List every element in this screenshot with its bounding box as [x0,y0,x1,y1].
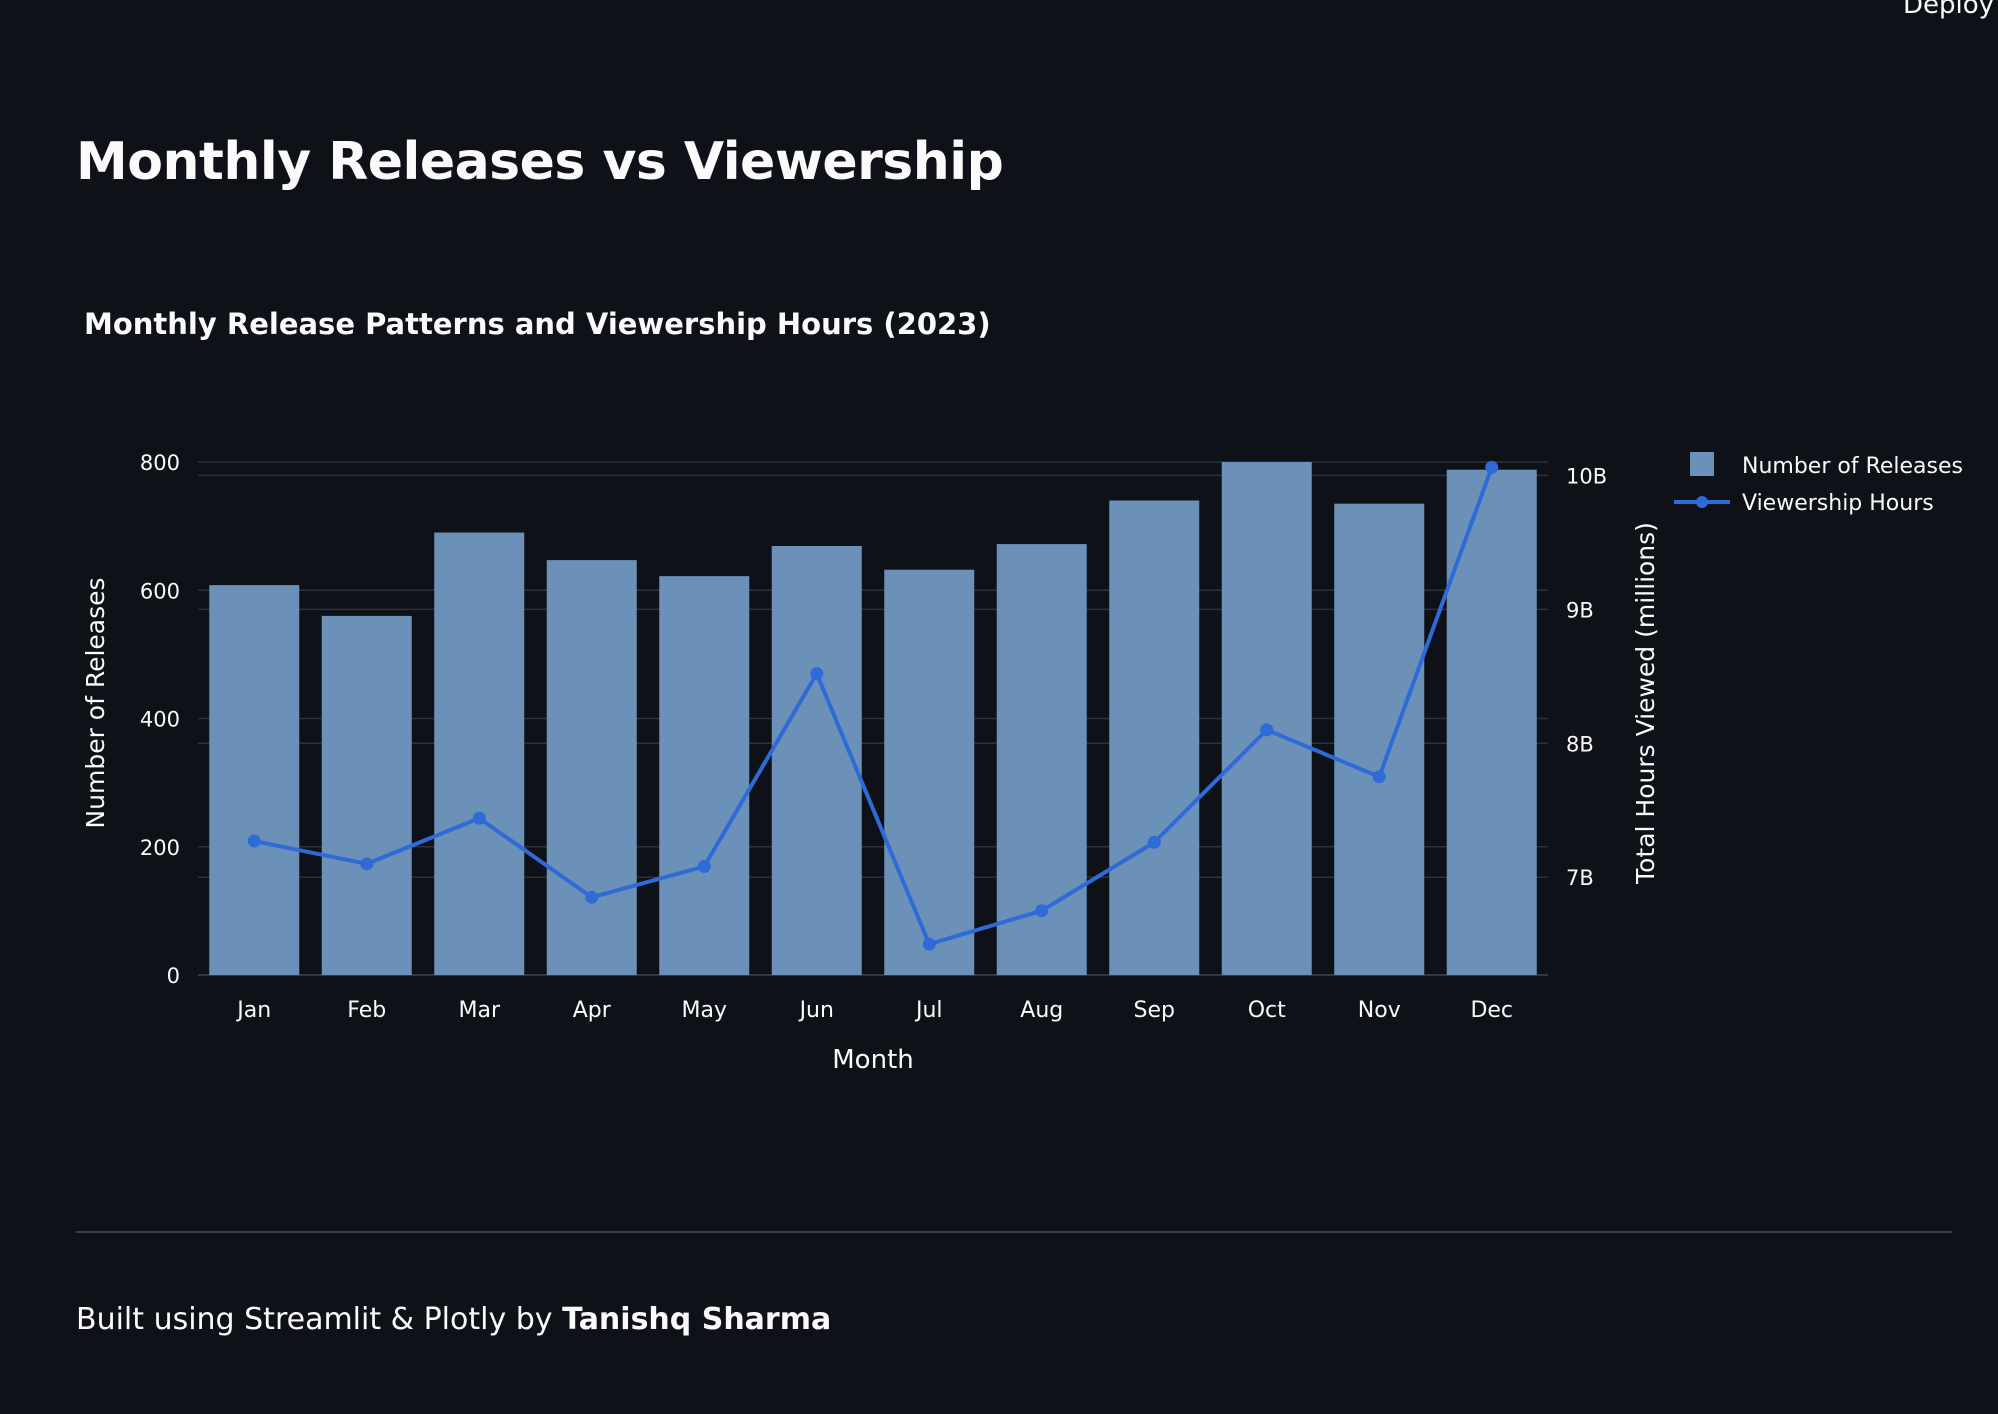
line-point [472,811,486,825]
line-point [1485,460,1499,474]
x-tick-label: Dec [1470,998,1513,1023]
x-tick-label: Jan [235,998,271,1023]
line-point [810,667,824,681]
bar [884,569,975,975]
legend: Number of Releases Viewership Hours [1674,452,1963,516]
legend-swatch-bar [1690,452,1714,476]
y2-tick-label: 7B [1566,866,1594,890]
bar [1221,462,1312,975]
line-point [1260,723,1274,737]
line-point [1147,835,1161,849]
y-tick-label: 800 [140,451,180,475]
line-point [585,890,599,904]
bar [1109,500,1200,975]
footer-prefix: Built using Streamlit & Plotly by [76,1302,563,1337]
line-series [247,460,1499,951]
deploy-button[interactable]: Deploy [1903,0,1998,20]
x-tick-label: Apr [573,998,612,1023]
axes: 0 200 400 600 800 7B 8B 9B 10B Jan Feb Mar Apr May Jun… [140,451,1607,1023]
bar [209,585,300,975]
bar [771,546,862,975]
footer: Built using Streamlit & Plotly by Tanish… [76,1302,831,1337]
line-point [1372,770,1386,784]
page-title: Monthly Releases vs Viewership [76,132,1004,192]
legend-swatch-marker [1696,496,1708,508]
line-point [247,834,261,848]
legend-label: Viewership Hours [1742,491,1934,516]
bar [434,532,525,975]
y-tick-label: 600 [140,579,180,603]
bar [546,560,637,975]
x-tick-label: Oct [1248,998,1286,1023]
x-tick-label: Feb [347,998,386,1023]
divider [76,1231,1952,1233]
line-point [1035,904,1049,918]
x-tick-label: Mar [458,998,500,1023]
line-point [360,857,374,871]
bar [996,544,1087,975]
bar [1334,503,1425,975]
x-tick-label: Nov [1358,998,1401,1023]
x-tick-label: May [682,998,727,1023]
y2-tick-label: 8B [1566,732,1594,756]
chart: 0 200 400 600 800 7B 8B 9B 10B Jan Feb Mar Apr May Jun… [81,307,1963,1075]
line-point [922,937,936,951]
x-tick-label: Sep [1134,998,1175,1023]
legend-label: Number of Releases [1742,454,1963,479]
series-line [253,466,1494,947]
y-axis-title: Number of Releases [81,577,110,828]
line-point [697,860,711,874]
y2-axis-title: Total Hours Viewed (millions) [1631,522,1660,885]
bar [659,576,750,975]
y2-tick-label: 9B [1566,598,1594,622]
y-tick-label: 200 [140,836,180,860]
bar [321,615,412,975]
gridlines [198,461,1548,976]
y-tick-label: 400 [140,708,180,732]
y-tick-label: 0 [167,964,180,988]
chart-title: Monthly Release Patterns and Viewership … [84,307,991,341]
y2-tick-label: 10B [1566,464,1607,488]
x-tick-label: Jun [798,998,834,1023]
x-tick-label: Jul [914,998,943,1023]
x-axis-title: Month [832,1045,914,1075]
x-tick-label: Aug [1020,998,1063,1023]
footer-author: Tanishq Sharma [562,1302,832,1337]
bar-series [209,462,1537,975]
bar [1446,469,1537,975]
